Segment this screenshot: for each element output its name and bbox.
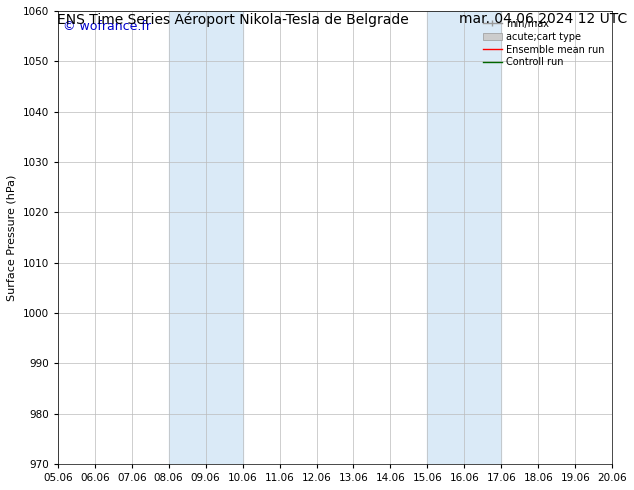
Bar <box>427 11 501 464</box>
Text: ENS Time Series Aéroport Nikola-Tesla de Belgrade: ENS Time Series Aéroport Nikola-Tesla de… <box>57 12 409 27</box>
Legend: min/max, acute;cart type, Ensemble mean run, Controll run: min/max, acute;cart type, Ensemble mean … <box>480 16 607 71</box>
Bar <box>169 11 243 464</box>
Y-axis label: Surface Pressure (hPa): Surface Pressure (hPa) <box>7 174 17 301</box>
Text: mar. 04.06.2024 12 UTC: mar. 04.06.2024 12 UTC <box>460 12 628 26</box>
Text: © wofrance.fr: © wofrance.fr <box>63 20 152 33</box>
